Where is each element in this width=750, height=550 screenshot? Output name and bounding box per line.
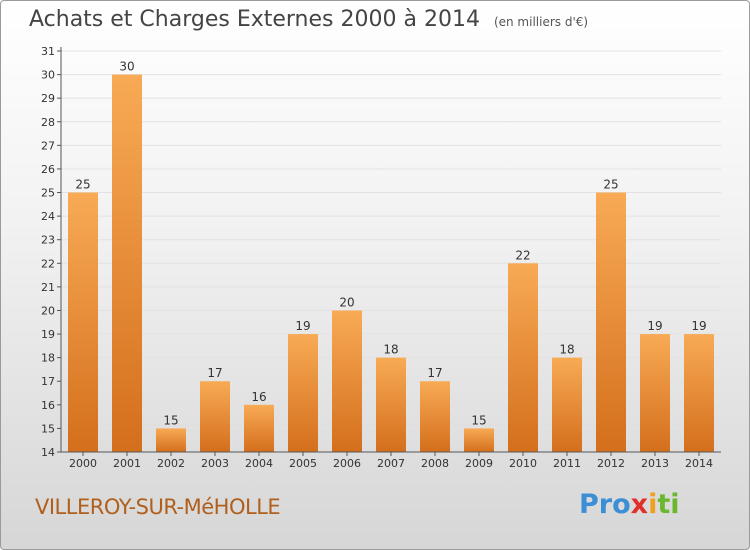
bar-2008 <box>420 381 450 452</box>
data-label-2014: 19 <box>691 319 706 333</box>
axes <box>60 47 721 453</box>
location-name: VILLEROY-SUR-MéHOLLE <box>35 495 281 519</box>
bar-2006 <box>332 310 362 452</box>
x-tick-label-2003: 2003 <box>201 457 229 470</box>
chart-title-text: Achats et Charges Externes 2000 à 2014 <box>29 7 480 32</box>
data-label-2004: 16 <box>251 390 266 404</box>
data-label-2006: 20 <box>339 295 354 309</box>
x-tick-label-2004: 2004 <box>245 457 273 470</box>
y-tick-label: 22 <box>41 257 55 270</box>
bar-2013 <box>640 334 670 452</box>
data-label-2002: 15 <box>163 413 178 427</box>
x-tick-label-2001: 2001 <box>113 457 141 470</box>
y-tick-label: 31 <box>41 45 55 58</box>
data-label-2012: 25 <box>603 178 618 192</box>
bar-2005 <box>288 334 318 452</box>
y-tick-label: 24 <box>41 210 55 223</box>
data-label-2009: 15 <box>471 413 486 427</box>
bar-2011 <box>552 357 582 452</box>
bar-2004 <box>244 404 274 452</box>
bar-2001 <box>112 74 142 453</box>
data-label-2011: 18 <box>559 343 574 357</box>
y-axis-ticks: 14 15 16 17 18 19 20 21 22 23 24 25 26 27 28 29 30 31 <box>41 45 61 459</box>
y-tick-label: 23 <box>41 234 55 247</box>
y-tick-label: 30 <box>41 69 55 82</box>
x-tick-label-2007: 2007 <box>377 457 405 470</box>
x-tick-label-2009: 2009 <box>465 457 493 470</box>
bar-2002 <box>156 428 186 452</box>
y-tick-label: 28 <box>41 116 55 129</box>
x-tick-label-2014: 2014 <box>685 457 713 470</box>
bar-2007 <box>376 357 406 452</box>
x-tick-label-2000: 2000 <box>69 457 97 470</box>
y-tick-label: 29 <box>41 92 55 105</box>
proxiti-logo: Proxiti <box>579 489 680 520</box>
y-tick-label: 17 <box>41 375 55 388</box>
y-tick-label: 26 <box>41 163 55 176</box>
bar-2003 <box>200 381 230 452</box>
data-label-2013: 19 <box>647 319 662 333</box>
chart-unit: (en milliers d'€) <box>493 15 589 29</box>
data-labels: 25 30 15 17 16 19 20 18 17 15 22 18 25 19 19 <box>75 60 706 428</box>
x-tick-label-2005: 2005 <box>289 457 317 470</box>
x-tick-label-2008: 2008 <box>421 457 449 470</box>
bar-2010 <box>508 263 538 452</box>
data-label-2007: 18 <box>383 343 398 357</box>
data-label-2008: 17 <box>427 366 442 380</box>
y-tick-label: 15 <box>41 422 55 435</box>
bar-2000 <box>68 192 98 452</box>
data-label-2005: 19 <box>295 319 310 333</box>
data-label-2010: 22 <box>515 248 530 262</box>
bars <box>68 74 714 453</box>
x-axis-ticks: 2000 2001 2002 2003 2004 2005 2006 2007 2008 2009… <box>69 452 713 470</box>
y-tick-label: 21 <box>41 281 55 294</box>
x-tick-label-2013: 2013 <box>641 457 669 470</box>
data-label-2003: 17 <box>207 366 222 380</box>
bar-2012 <box>596 192 626 452</box>
y-tick-label: 18 <box>41 352 55 365</box>
y-tick-label: 14 <box>41 446 55 459</box>
x-tick-label-2011: 2011 <box>553 457 581 470</box>
x-tick-label-2012: 2012 <box>597 457 625 470</box>
x-tick-label-2010: 2010 <box>509 457 537 470</box>
bar-2014 <box>684 334 714 452</box>
data-label-2000: 25 <box>75 178 90 192</box>
y-tick-label: 25 <box>41 187 55 200</box>
y-tick-label: 27 <box>41 139 55 152</box>
x-tick-label-2002: 2002 <box>157 457 185 470</box>
y-tick-label: 19 <box>41 328 55 341</box>
chart-title: Achats et Charges Externes 2000 à 2014 (e… <box>29 7 588 32</box>
data-label-2001: 30 <box>119 60 134 74</box>
y-tick-label: 16 <box>41 399 55 412</box>
y-tick-label: 20 <box>41 304 55 317</box>
bar-2009 <box>464 428 494 452</box>
x-tick-label-2006: 2006 <box>333 457 361 470</box>
